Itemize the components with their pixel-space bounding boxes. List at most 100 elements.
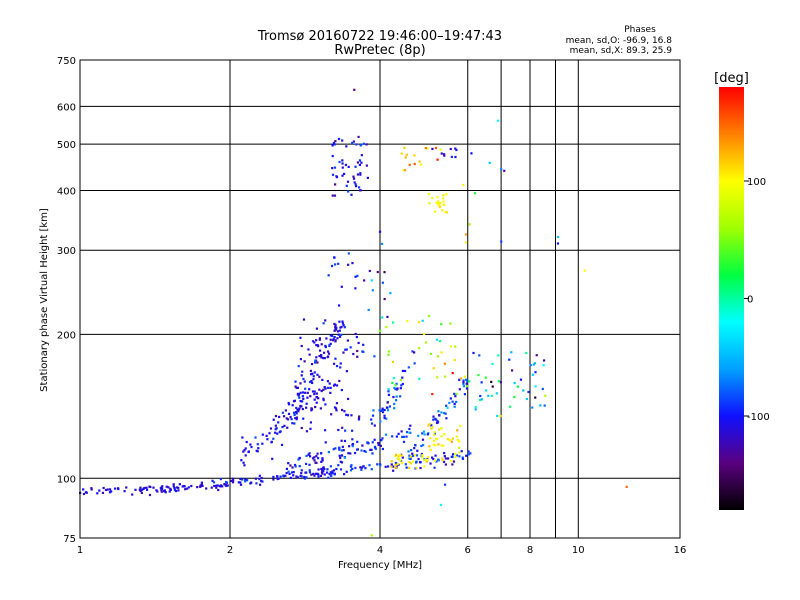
data-point — [303, 360, 306, 363]
data-point — [470, 152, 473, 155]
data-point — [148, 493, 152, 497]
data-point — [513, 381, 516, 385]
data-point — [462, 379, 465, 382]
data-point — [293, 422, 296, 425]
data-point — [341, 426, 344, 429]
data-point — [354, 287, 357, 290]
data-point — [332, 337, 335, 340]
data-point — [430, 424, 433, 427]
data-point — [393, 407, 396, 410]
data-point — [237, 481, 240, 484]
data-point — [172, 483, 175, 486]
data-point — [315, 339, 318, 342]
data-point — [391, 381, 394, 385]
data-point — [465, 241, 468, 244]
data-point — [356, 440, 359, 443]
data-point — [455, 435, 459, 438]
data-point — [322, 398, 325, 402]
data-point — [387, 390, 390, 393]
data-point — [239, 483, 243, 486]
data-point — [213, 484, 216, 488]
data-point — [304, 462, 308, 466]
data-point — [333, 256, 336, 259]
data-point — [451, 372, 454, 375]
data-point — [431, 196, 434, 200]
data-point — [379, 420, 382, 423]
data-point — [317, 473, 320, 476]
data-point — [457, 446, 461, 449]
data-point — [138, 488, 141, 491]
data-point — [488, 161, 491, 164]
data-point — [356, 274, 359, 277]
data-point — [388, 405, 391, 408]
data-point — [444, 210, 447, 213]
data-point — [272, 475, 275, 479]
data-point — [322, 356, 325, 360]
data-point — [356, 355, 359, 358]
data-point — [320, 471, 324, 474]
data-point — [139, 489, 142, 493]
data-point — [330, 413, 333, 416]
data-point — [141, 488, 144, 491]
data-point — [434, 444, 437, 447]
data-point — [314, 359, 317, 362]
data-point — [455, 454, 459, 457]
data-point — [385, 417, 388, 420]
data-point — [333, 322, 336, 326]
data-point — [175, 486, 179, 489]
data-point — [443, 455, 446, 458]
data-point — [409, 455, 412, 458]
data-point — [173, 487, 176, 490]
data-point — [296, 408, 299, 411]
x-tick-label: 1 — [77, 545, 83, 556]
data-point — [539, 404, 542, 407]
data-point — [327, 274, 330, 277]
data-point — [104, 488, 108, 492]
data-point — [328, 344, 331, 347]
data-point — [446, 438, 449, 441]
data-point — [102, 486, 105, 490]
data-point — [372, 409, 375, 412]
data-point — [354, 183, 357, 186]
data-point — [415, 454, 419, 457]
data-point — [201, 484, 204, 487]
data-point — [308, 452, 311, 455]
data-point — [311, 381, 314, 385]
data-point — [287, 462, 290, 465]
data-point — [333, 183, 337, 186]
data-point — [491, 362, 494, 365]
data-point — [305, 476, 308, 479]
data-point — [340, 461, 344, 464]
data-point — [303, 475, 306, 479]
data-point — [392, 465, 395, 468]
x-tick-label: 4 — [377, 545, 383, 556]
data-point — [371, 289, 374, 292]
data-point — [320, 343, 323, 346]
data-point — [409, 424, 412, 427]
data-point — [295, 418, 298, 421]
data-point — [261, 433, 264, 436]
data-point — [310, 379, 313, 383]
data-point — [500, 168, 503, 171]
data-point — [444, 412, 447, 415]
data-point — [402, 440, 406, 444]
data-point — [327, 386, 330, 389]
data-point — [474, 408, 477, 411]
data-point — [395, 453, 398, 456]
data-point — [308, 388, 311, 391]
data-point — [418, 347, 421, 350]
data-point — [279, 475, 282, 478]
data-point — [396, 387, 399, 390]
data-point — [408, 466, 411, 469]
data-point — [350, 464, 353, 467]
data-point — [531, 406, 534, 409]
data-point — [422, 430, 426, 433]
data-point — [266, 438, 269, 441]
data-point — [395, 382, 398, 385]
data-point — [419, 466, 422, 470]
data-point — [458, 440, 461, 443]
data-point — [160, 490, 163, 493]
data-point — [339, 468, 343, 471]
data-point — [404, 463, 407, 466]
data-point — [246, 479, 249, 482]
